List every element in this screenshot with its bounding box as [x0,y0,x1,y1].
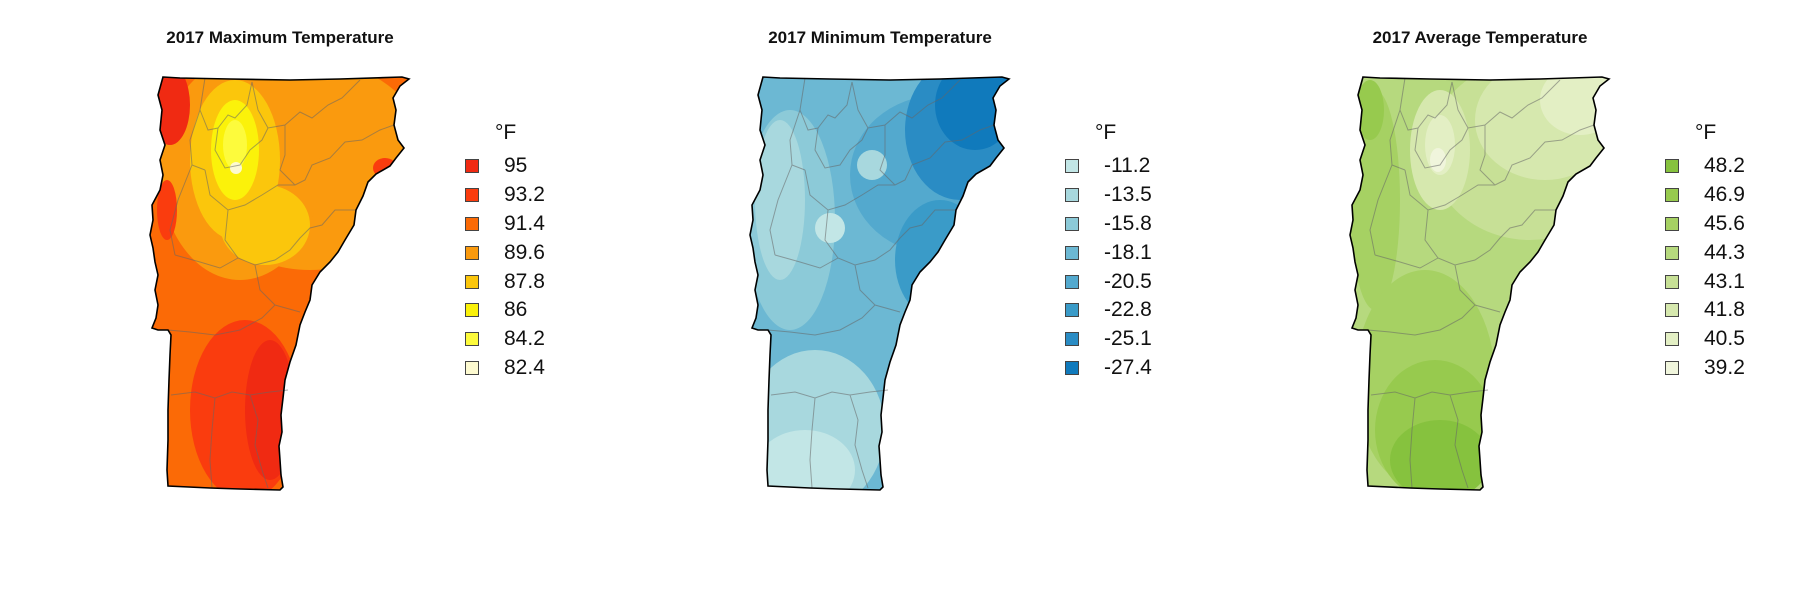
vermont-map-min [749,76,1011,491]
legend-item: -25.1 [1065,325,1152,354]
legend-swatch [1665,159,1679,174]
temperature-zone [1356,80,1384,140]
legend-label: 87.8 [504,269,545,293]
legend-item: 95 [465,152,545,181]
legend-swatch [465,159,479,174]
legend-label: 48.2 [1704,154,1745,178]
legend-label: 86 [504,298,528,322]
temperature-zone [157,180,177,240]
legend-swatch [1665,188,1679,203]
legend-swatch [1665,332,1679,347]
temperature-zone [755,120,805,280]
legend-swatch [1665,274,1679,289]
temperature-zone [857,150,887,180]
legend-item: 86 [465,296,545,325]
legend-label: 43.1 [1704,269,1745,293]
legend-label: 91.4 [504,211,545,235]
legend-swatch [1665,360,1679,375]
legend-unit: °F [1695,121,1717,144]
legend-label: 89.6 [504,240,545,264]
legend-swatch [465,274,479,289]
legend-swatch [465,245,479,260]
legend-item: 43.1 [1665,267,1745,296]
legend-label: -13.5 [1104,183,1152,207]
legend-item: 48.2 [1665,152,1745,181]
temperature-zone [1540,77,1609,135]
legend-label: -11.2 [1104,154,1151,178]
legend-item: -22.8 [1065,296,1152,325]
legend-item: -15.8 [1065,210,1152,239]
legend-label: 84.2 [504,327,545,351]
legend-item: 93.2 [465,181,545,210]
legend-max: °F 95 93.2 91.4 89.6 87.8 86 84.2 82.4 [465,120,545,382]
temperature-zone [815,213,845,243]
temperature-zone [935,77,1009,150]
legend-swatch [1065,274,1079,289]
map-panel-max: 2017 Maximum Temperature °F 95 93.2 91.4 89… [0,0,600,600]
legend-item: 45.6 [1665,210,1745,239]
legend-item: -13.5 [1065,181,1152,210]
legend-avg: °F 48.2 46.9 45.6 44.3 43.1 41.8 40.5 39.2 [1665,120,1745,382]
legend-swatch [1065,216,1079,231]
legend-label: -18.1 [1104,240,1152,264]
legend-swatch [1065,245,1079,260]
legend-item: 84.2 [465,325,545,354]
legend-swatch [1065,332,1079,347]
legend-item: 39.2 [1665,354,1745,383]
legend-swatch [1665,303,1679,318]
legend-swatch [465,188,479,203]
legend-swatch [1065,303,1079,318]
legend-swatch [1065,188,1079,203]
legend-item: 87.8 [465,267,545,296]
legend-swatch [465,216,479,231]
legend-min: °F -11.2 -13.5 -15.8 -18.1 -20.5 -22.8 -25.1 -2… [1065,120,1152,382]
legend-item: -11.2 [1065,152,1152,181]
legend-unit: °F [1095,121,1117,144]
legend-item: -18.1 [1065,238,1152,267]
legend-swatch [465,360,479,375]
legend-label: -27.4 [1104,355,1152,379]
legend-label: 39.2 [1704,355,1745,379]
legend-swatch [1065,159,1079,174]
legend-label: 45.6 [1704,211,1745,235]
map-title-avg: 2017 Average Temperature [1372,28,1588,47]
legend-swatch [1665,245,1679,260]
legend-item: 40.5 [1665,325,1745,354]
legend-item: 46.9 [1665,181,1745,210]
legend-label: -22.8 [1104,298,1152,322]
legend-label: 95 [504,154,528,178]
legend-label: 82.4 [504,355,545,379]
temperature-zone [755,430,855,490]
map-title-min: 2017 Minimum Temperature [768,28,992,47]
legend-label: 41.8 [1704,298,1745,322]
legend-item: -27.4 [1065,354,1152,383]
legend-item: -20.5 [1065,267,1152,296]
legend-label: -20.5 [1104,269,1152,293]
legend-swatch [465,332,479,347]
map-panel-avg: 2017 Average Temperature °F 48.2 46.9 45.6… [1200,0,1800,600]
map-panel-min: 2017 Minimum Temperature °F -11.2 -13.5 -1… [600,0,1200,600]
legend-item: 44.3 [1665,238,1745,267]
legend-unit: °F [495,121,517,144]
temperature-zone [245,340,295,480]
legend-item: 89.6 [465,238,545,267]
map-title-max: 2017 Maximum Temperature [166,28,394,47]
legend-swatch [1065,360,1079,375]
temperature-zone [223,120,247,170]
legend-label: 44.3 [1704,240,1745,264]
legend-swatch [1665,216,1679,231]
legend-item: 91.4 [465,210,545,239]
legend-label: 46.9 [1704,183,1745,207]
legend-label: -15.8 [1104,211,1152,235]
legend-swatch [465,303,479,318]
vermont-map-max [149,76,411,491]
vermont-map-avg [1349,76,1611,491]
legend-item: 82.4 [465,354,545,383]
temperature-zone [220,185,310,265]
legend-label: -25.1 [1104,327,1152,351]
legend-item: 41.8 [1665,296,1745,325]
legend-label: 40.5 [1704,327,1745,351]
legend-label: 93.2 [504,183,545,207]
